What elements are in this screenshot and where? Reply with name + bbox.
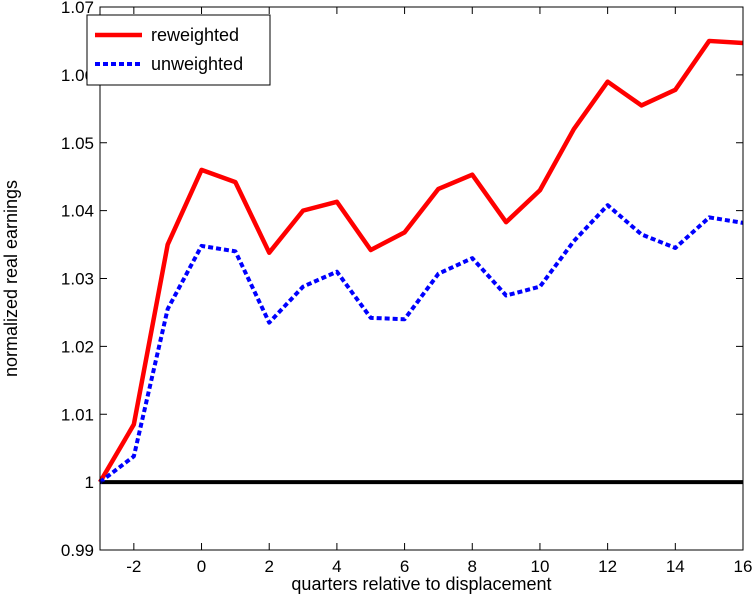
legend-box <box>86 14 271 86</box>
series-line-unweighted <box>98 203 744 484</box>
y-tick-label: 1.03 <box>61 270 94 289</box>
legend-label-reweighted: reweighted <box>151 25 239 45</box>
legend-label-unweighted: unweighted <box>151 54 243 74</box>
y-tick-label: 1 <box>85 473 94 492</box>
series-line-reweighted <box>98 38 744 484</box>
y-tick-label: 1.07 <box>61 0 94 17</box>
x-tick-label: -2 <box>126 557 141 576</box>
series-layer <box>98 38 744 484</box>
x-tick-label: 2 <box>264 557 273 576</box>
y-tick-label: 1.01 <box>61 405 94 424</box>
plot-background <box>100 7 743 550</box>
x-tick-label: 10 <box>530 557 549 576</box>
y-tick-label: 1.06 <box>61 66 94 85</box>
plot-area <box>100 7 743 550</box>
y-tick-label: 1.05 <box>61 134 94 153</box>
ticks: -2 0 2 4 6 8 10 12 14 16 0.99 1 1.01 1.02 1.03 1.04 1.05… <box>61 0 753 576</box>
x-tick-label: 4 <box>332 557 341 576</box>
x-axis-label: quarters relative to displacement <box>291 574 551 594</box>
y-tick-label: 1.04 <box>61 202 94 221</box>
x-tick-label: 8 <box>468 557 477 576</box>
x-tick-label: 6 <box>400 557 409 576</box>
x-tick-label: 16 <box>734 557 753 576</box>
y-axis-label: normalized real earnings <box>1 180 21 377</box>
x-tick-label: 0 <box>197 557 206 576</box>
x-tick-label: 14 <box>666 557 685 576</box>
y-tick-label: 0.99 <box>61 541 94 560</box>
y-tick-label: 1.02 <box>61 337 94 356</box>
x-tick-label: 12 <box>598 557 617 576</box>
legend: reweighted unweighted <box>86 14 271 86</box>
